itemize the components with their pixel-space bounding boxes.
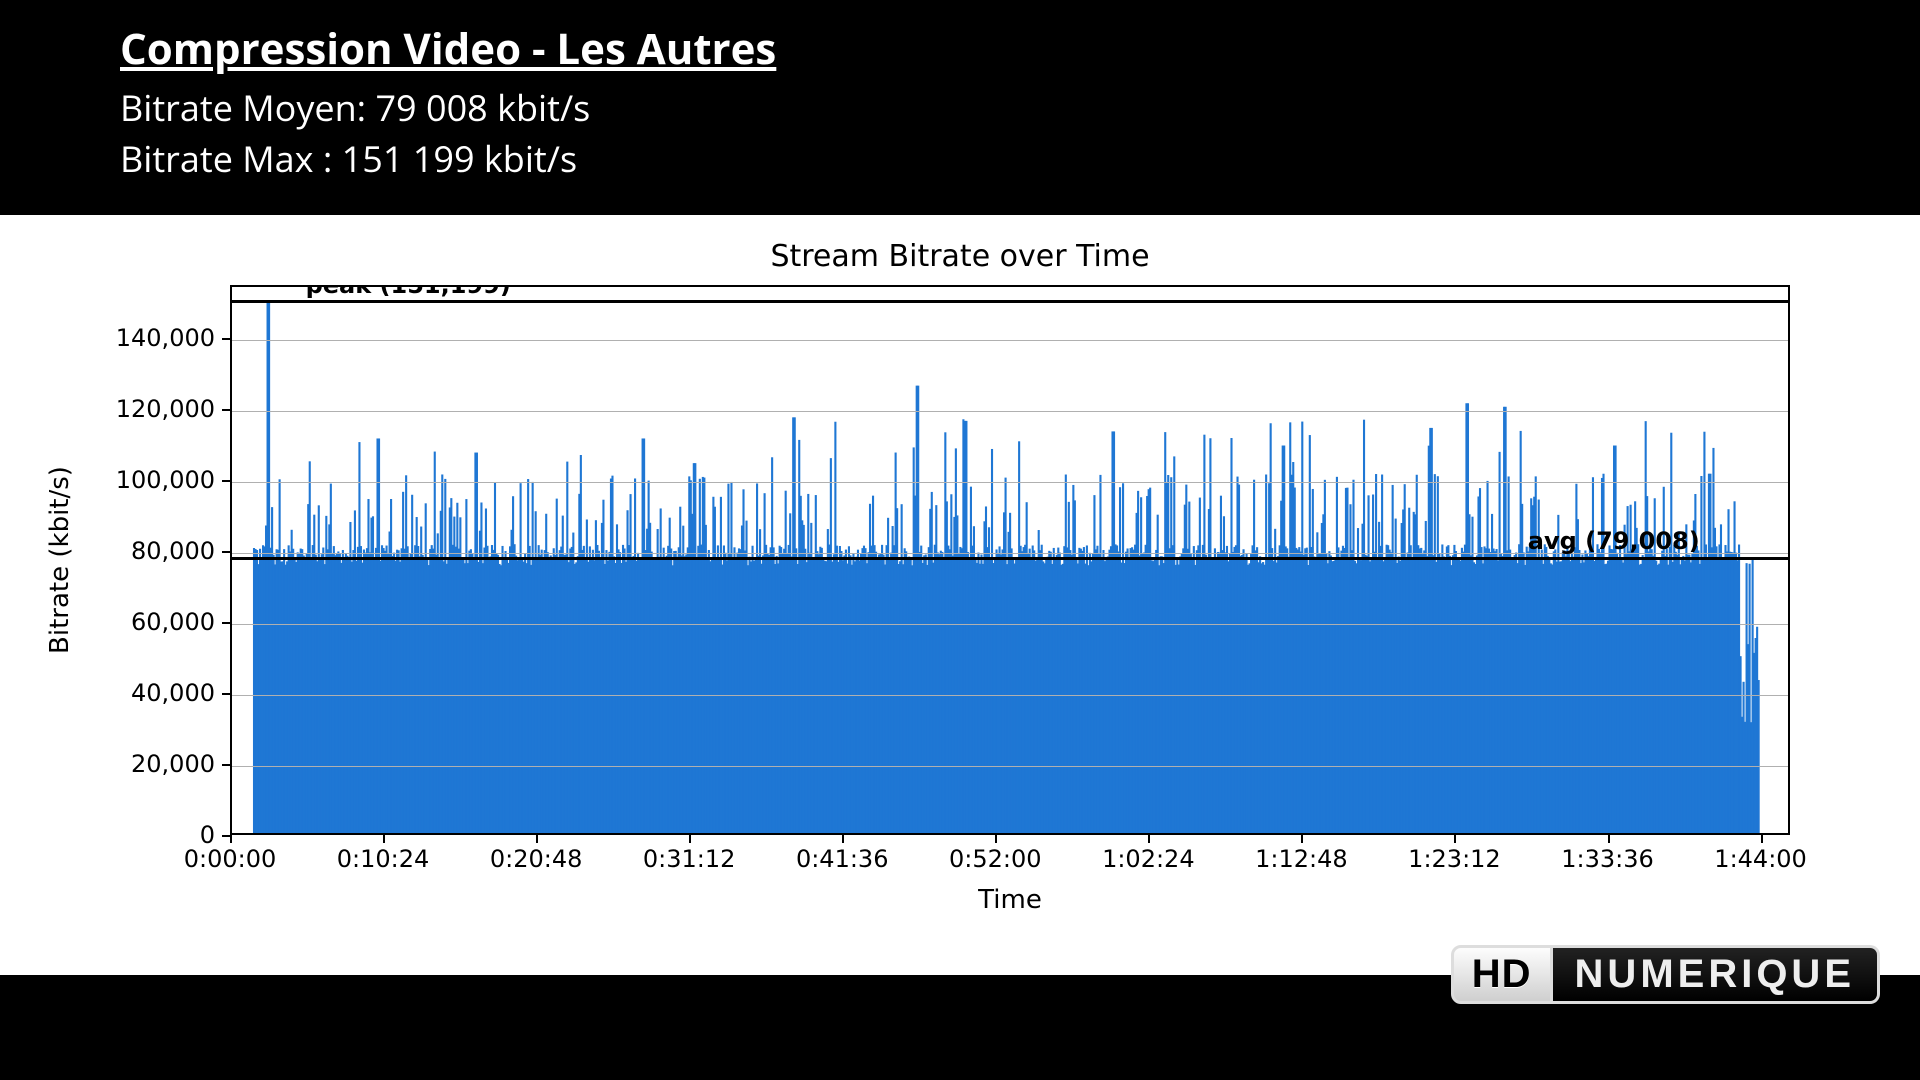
ytick-label: 120,000 <box>95 395 215 423</box>
xtick-label: 0:41:36 <box>796 845 889 873</box>
bitrate-max-line: Bitrate Max : 151 199 kbit/s <box>120 134 1920 183</box>
ytick-label: 140,000 <box>95 324 215 352</box>
ytick-mark <box>222 480 230 482</box>
xtick-mark <box>230 835 232 843</box>
bitrate-bars <box>232 287 1788 833</box>
xtick-mark <box>1454 835 1456 843</box>
xtick-label: 0:20:48 <box>490 845 583 873</box>
ytick-label: 40,000 <box>95 679 215 707</box>
ytick-label: 100,000 <box>95 466 215 494</box>
avg-line <box>232 557 1788 560</box>
gridline <box>232 695 1788 696</box>
gridline <box>232 766 1788 767</box>
ytick-mark <box>222 409 230 411</box>
gridline <box>232 624 1788 625</box>
ytick-mark <box>222 338 230 340</box>
xtick-mark <box>1148 835 1150 843</box>
footer: HD NUMERIQUE <box>0 975 1920 1080</box>
plot-wrap: peak (151,199)avg (79,008) Time 020,0004… <box>230 285 1790 835</box>
gridline <box>232 411 1788 412</box>
gridline <box>232 482 1788 483</box>
plot-area: peak (151,199) avg (79,008) <box>230 285 1790 835</box>
xtick-mark <box>1608 835 1610 843</box>
xtick-mark <box>383 835 385 843</box>
xtick-mark <box>842 835 844 843</box>
gridline <box>232 340 1788 341</box>
xtick-label: 0:10:24 <box>337 845 430 873</box>
xtick-label: 1:23:12 <box>1408 845 1501 873</box>
ytick-label: 20,000 <box>95 750 215 778</box>
ytick-mark <box>222 551 230 553</box>
chart-container: Stream Bitrate over Time Bitrate (kbit/s… <box>0 215 1920 975</box>
xtick-mark <box>1761 835 1763 843</box>
ytick-mark <box>222 835 230 837</box>
site-logo: HD NUMERIQUE <box>1451 945 1880 1004</box>
chart-title: Stream Bitrate over Time <box>0 215 1920 274</box>
page-title: Compression Video - Les Autres <box>120 20 1920 77</box>
xtick-mark <box>995 835 997 843</box>
xtick-label: 0:00:00 <box>184 845 277 873</box>
xtick-label: 0:52:00 <box>949 845 1042 873</box>
y-axis-label: Bitrate (kbit/s) <box>45 466 75 654</box>
xtick-label: 1:33:36 <box>1561 845 1654 873</box>
header: Compression Video - Les Autres Bitrate M… <box>0 0 1920 215</box>
ytick-mark <box>222 622 230 624</box>
xtick-label: 1:02:24 <box>1102 845 1195 873</box>
x-axis-label: Time <box>978 885 1042 915</box>
xtick-label: 1:12:48 <box>1255 845 1348 873</box>
ytick-mark <box>222 764 230 766</box>
ytick-mark <box>222 693 230 695</box>
xtick-label: 0:31:12 <box>643 845 736 873</box>
peak-label: peak (151,199) <box>306 285 511 299</box>
logo-left: HD <box>1451 945 1553 1004</box>
ytick-label: 60,000 <box>95 608 215 636</box>
logo-right: NUMERIQUE <box>1553 945 1880 1004</box>
bitrate-avg-line: Bitrate Moyen: 79 008 kbit/s <box>120 83 1920 132</box>
avg-label: avg (79,008) <box>1528 527 1700 555</box>
ytick-label: 80,000 <box>95 537 215 565</box>
xtick-mark <box>536 835 538 843</box>
peak-line <box>232 300 1788 303</box>
xtick-mark <box>689 835 691 843</box>
xtick-mark <box>1301 835 1303 843</box>
xtick-label: 1:44:00 <box>1714 845 1807 873</box>
